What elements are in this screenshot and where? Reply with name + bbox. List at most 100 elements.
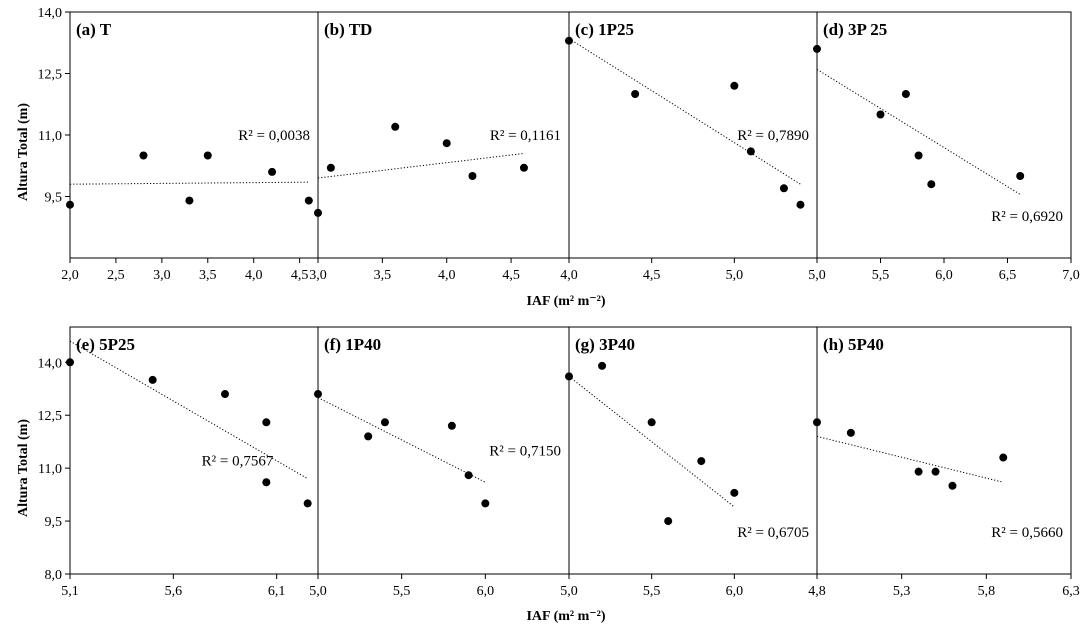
- panel-1-point: [185, 196, 194, 205]
- panel-4-x-tick-label: 7,0: [1062, 268, 1080, 283]
- panel-2-point: [519, 163, 528, 172]
- panel-7-point: [664, 517, 673, 526]
- panel-6-point: [380, 418, 389, 427]
- panel-5-point: [262, 478, 271, 487]
- panel-8-point: [948, 481, 957, 490]
- panel-4-title: (d) 3P 25: [823, 20, 887, 39]
- panel-4-x-tick-label: 5,5: [872, 268, 890, 283]
- panel-2-point: [442, 139, 451, 148]
- panel-1-x-tick-label: 2,0: [61, 268, 79, 283]
- panel-6-x-tick-label: 5,0: [309, 584, 327, 599]
- panel-1-y-tick-label: 11,0: [38, 129, 62, 144]
- panel-5-x-tick-label: 5,6: [165, 584, 183, 599]
- panel-1-x-tick-label: 3,5: [199, 268, 217, 283]
- panel-2-title: (b) TD: [324, 20, 372, 39]
- panel-2-point: [391, 122, 400, 131]
- panel-7-point: [730, 488, 739, 497]
- panel-8-x-tick-label: 5,8: [978, 584, 996, 599]
- panel-4-point: [901, 90, 910, 98]
- panel-2-x-tick-label: 4,5: [502, 268, 520, 283]
- panel-4-x-tick-label: 6,5: [999, 268, 1017, 283]
- panel-6-title: (f) 1P40: [324, 335, 381, 354]
- panel-8-trendline: [816, 435, 1004, 483]
- panel-3-r2-label: R² = 0,7890: [737, 128, 809, 144]
- panel-8-point: [914, 467, 923, 476]
- panel-3-x-tick-label: 4,5: [643, 268, 661, 283]
- panel-2-point: [326, 163, 335, 172]
- panel-3-point: [631, 90, 640, 98]
- panel-5-y-tick-label: 9,5: [45, 515, 63, 530]
- panel-4-x-tick-label: 5,0: [808, 268, 826, 283]
- y-axis-label-top: Altura Total (m): [16, 103, 31, 201]
- panel-5-point: [262, 418, 271, 427]
- panel-1-point: [304, 196, 313, 205]
- panel-1-trendline: [69, 181, 309, 185]
- panel-7-title: (g) 3P40: [575, 335, 635, 354]
- panel-4-point: [813, 44, 821, 53]
- panel-6-x-tick-label: 6,0: [477, 584, 495, 599]
- panel-8-x-tick-label: 4,8: [808, 584, 826, 599]
- y-axis-label-bottom: Altura Total (m): [16, 419, 31, 517]
- panel-2-trendline: [317, 152, 525, 179]
- panel-1-r2-label: R² = 0,0038: [238, 128, 310, 144]
- panel-7-x-tick-label: 5,0: [560, 584, 578, 599]
- panel-5-x-tick-label: 6,1: [268, 584, 286, 599]
- panel-6-point: [314, 390, 322, 399]
- panel-4-point: [927, 180, 936, 189]
- panel-1-point: [203, 151, 212, 160]
- panel-7-x-tick-label: 5,5: [643, 584, 661, 599]
- panel-4-point: [1016, 172, 1025, 180]
- panel-7-point: [565, 372, 573, 381]
- panel-3-point: [730, 81, 739, 90]
- panel-7-r2-label: R² = 0,6705: [737, 525, 809, 541]
- panel-3-point: [796, 200, 805, 209]
- panel-3-trendline: [568, 38, 801, 185]
- panel-1-point: [66, 200, 74, 209]
- panel-3-title: (c) 1P25: [575, 20, 634, 39]
- panel-6-trendline: [317, 397, 486, 483]
- panel-5-y-tick-label: 14,0: [38, 356, 63, 371]
- panel-7-x-tick-label: 6,0: [726, 584, 744, 599]
- panel-6-point: [464, 471, 473, 480]
- panel-8-point: [999, 453, 1008, 462]
- panel-8-x-tick-label: 6,3: [1062, 584, 1080, 599]
- panel-3-point: [746, 147, 755, 156]
- panel-3-x-tick-label: 4,0: [560, 268, 578, 283]
- panel-1-y-tick-label: 14,0: [38, 6, 63, 21]
- panel-4-point: [914, 151, 923, 160]
- panel-2-x-tick-label: 3,5: [374, 268, 392, 283]
- panel-8-title: (h) 5P40: [823, 335, 884, 354]
- panel-7-point: [697, 457, 706, 466]
- panel-4-x-tick-label: 6,0: [935, 268, 953, 283]
- panel-5-title: (e) 5P25: [76, 335, 135, 354]
- panel-6-point: [481, 499, 490, 508]
- panel-2-point: [468, 172, 477, 180]
- panel-5-y-tick-label: 11,0: [38, 462, 62, 477]
- panel-6-x-tick-label: 5,5: [393, 584, 411, 599]
- panel-2-r2-label: R² = 0,1161: [490, 128, 561, 144]
- panel-8-x-tick-label: 5,3: [893, 584, 911, 599]
- panel-1-y-tick-label: 12,5: [38, 68, 63, 83]
- panel-5-frame: [69, 326, 319, 575]
- panel-1-x-tick-label: 4,0: [245, 268, 263, 283]
- panel-2-x-tick-label: 3,0: [309, 268, 327, 283]
- panel-6-point: [447, 421, 456, 430]
- panel-3-x-tick-label: 5,0: [726, 268, 744, 283]
- panel-5-point: [303, 499, 312, 508]
- panel-8-point: [813, 418, 821, 427]
- panel-1-title: (a) T: [76, 20, 112, 39]
- x-axis-label-top: IAF (m² m⁻²): [526, 294, 605, 309]
- panel-1-x-tick-label: 4,5: [291, 268, 309, 283]
- panel-7-point: [598, 361, 607, 370]
- panel-3-point: [779, 184, 788, 193]
- panel-5-trendline: [69, 340, 308, 480]
- panel-8-frame: [816, 326, 1072, 575]
- panel-6-r2-label: R² = 0,7150: [489, 443, 561, 459]
- panel-1-point: [268, 167, 277, 176]
- panel-8-point: [931, 467, 940, 476]
- panel-4-point: [876, 110, 885, 119]
- panel-1-x-tick-label: 3,0: [153, 268, 171, 283]
- panel-5-point: [148, 375, 157, 384]
- panel-5-r2-label: R² = 0,7567: [202, 453, 274, 469]
